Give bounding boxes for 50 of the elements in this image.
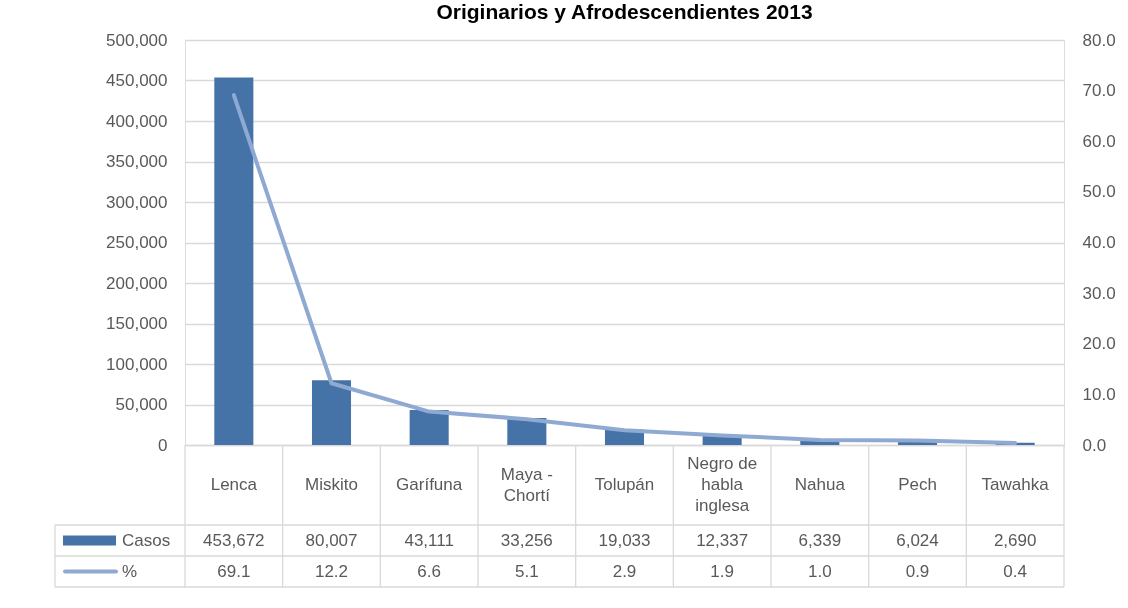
y-tick-label: 350,000 [106, 152, 168, 171]
data-label: 69.1 [217, 561, 251, 581]
y-tick-label: 250,000 [106, 233, 168, 252]
data-label: 1.9 [710, 561, 734, 581]
data-label: 5.1 [515, 561, 539, 581]
data-label: 2.9 [612, 561, 637, 581]
data-label: 12,337 [696, 530, 749, 550]
y-tick-label: 0 [158, 435, 168, 455]
y-tick-label: 50,000 [115, 395, 168, 414]
y-tick-label: 200,000 [106, 273, 168, 293]
legend-label: % [122, 561, 138, 581]
data-label: 6,339 [798, 530, 842, 550]
data-label: 1.0 [808, 561, 832, 581]
data-label: 0.9 [905, 561, 930, 581]
data-label: 453,672 [203, 530, 265, 550]
y-tick-label: 150,000 [106, 314, 168, 333]
data-label: 19,033 [598, 530, 651, 550]
y2-tick-label: 40.0 [1082, 233, 1116, 252]
x-tick-label: Nahua [794, 475, 846, 494]
x-tick-label: Miskito [305, 475, 358, 494]
data-label: 33,256 [500, 530, 553, 550]
data-label: 6.6 [417, 561, 441, 581]
y-tick-label: 450,000 [106, 71, 168, 90]
x-tick-label: Lenca [210, 475, 258, 494]
x-tick-label: Tolupán [594, 475, 655, 494]
legend-label: Casos [122, 530, 171, 550]
y2-tick-label: 70.0 [1082, 81, 1116, 101]
x-tick-label: Garífuna [396, 475, 463, 494]
y-tick-label: 400,000 [106, 111, 168, 131]
data-label: 0.4 [1003, 561, 1027, 581]
chart-title: Originarios y Afrodescendientes 2013 [436, 0, 813, 23]
data-label: 80,007 [305, 530, 358, 550]
x-tick-label: Maya - Chortí [500, 464, 553, 505]
y-tick-label: 100,000 [106, 354, 168, 374]
x-tick-label: Negro de habla inglesa [687, 454, 758, 515]
y2-tick-label: 30.0 [1082, 283, 1116, 303]
y2-tick-label: 60.0 [1082, 131, 1116, 151]
data-label: 2,690 [993, 530, 1037, 550]
data-label: 6,024 [896, 530, 939, 550]
y2-tick-label: 20.0 [1082, 334, 1116, 354]
y-tick-label: 300,000 [106, 192, 168, 212]
x-tick-label: Pech [898, 475, 937, 494]
y2-tick-label: 10.0 [1082, 384, 1116, 404]
data-label: 12.2 [314, 561, 349, 581]
y2-tick-label: 80.0 [1082, 30, 1116, 50]
y2-tick-label: 50.0 [1082, 182, 1116, 202]
x-tick-label: Tawahka [981, 475, 1050, 494]
y2-tick-label: 0.0 [1082, 435, 1107, 455]
data-label: 43,111 [404, 530, 454, 550]
y-tick-label: 500,000 [106, 30, 168, 50]
